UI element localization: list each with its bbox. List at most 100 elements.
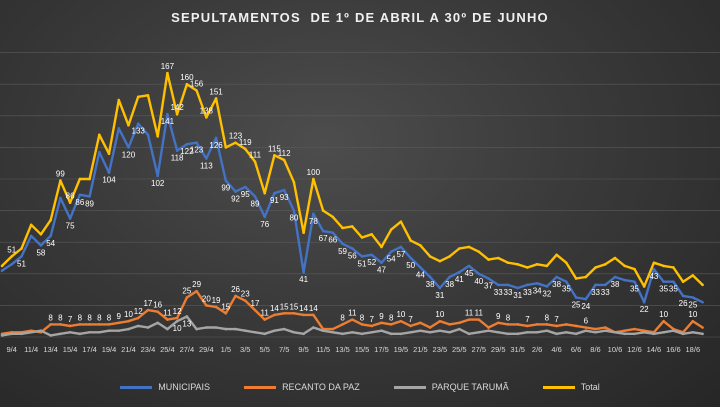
data-label: 50 — [406, 261, 415, 270]
data-point — [263, 318, 267, 321]
x-tick-label: 9/5 — [298, 345, 308, 354]
data-label: 8 — [389, 313, 394, 322]
data-point — [127, 123, 130, 127]
data-point — [205, 157, 208, 160]
data-point — [78, 332, 82, 336]
data-point — [282, 158, 286, 162]
data-label: 33 — [494, 288, 503, 297]
data-point — [234, 190, 237, 193]
data-label: 45 — [465, 269, 474, 278]
data-point — [146, 133, 150, 137]
data-point — [613, 330, 617, 334]
data-point — [370, 253, 374, 257]
data-label: 7 — [525, 315, 530, 324]
data-label: 9 — [117, 312, 122, 321]
data-point — [603, 329, 607, 332]
data-point — [205, 326, 208, 329]
data-point — [136, 324, 140, 328]
data-label: 10 — [688, 310, 697, 319]
data-point — [419, 329, 422, 332]
x-tick-label: 9/4 — [7, 345, 17, 354]
data-label: 17 — [143, 299, 152, 308]
data-label: 112 — [278, 149, 291, 158]
data-point — [136, 122, 140, 125]
x-tick-label: 13/4 — [43, 345, 58, 354]
data-label: 11 — [163, 309, 172, 318]
data-point — [331, 330, 335, 334]
data-point — [594, 266, 597, 269]
data-point — [652, 267, 656, 271]
data-point — [166, 71, 169, 75]
data-point — [389, 228, 393, 231]
data-point — [49, 234, 52, 238]
x-tick-label: 5/5 — [259, 345, 269, 354]
data-point — [555, 324, 558, 328]
data-point — [59, 332, 62, 336]
data-label: 66 — [328, 236, 337, 245]
data-point — [555, 275, 558, 279]
data-label: 167 — [161, 62, 175, 71]
data-point — [49, 323, 52, 326]
data-label: 25 — [688, 301, 697, 310]
data-label: 26 — [679, 299, 688, 308]
data-point — [526, 283, 529, 287]
data-point — [68, 330, 72, 334]
data-point — [399, 332, 403, 336]
data-point — [496, 256, 500, 260]
data-label: 38 — [445, 280, 454, 289]
data-point — [156, 174, 159, 178]
data-point — [458, 247, 461, 250]
data-point — [78, 323, 82, 326]
data-label: 40 — [474, 277, 483, 286]
data-label: 35 — [669, 285, 678, 294]
data-point — [623, 329, 627, 332]
data-point — [29, 330, 33, 334]
data-label: 111 — [249, 151, 262, 160]
x-tick-label: 1/5 — [221, 345, 231, 354]
data-point — [185, 142, 189, 146]
legend-item-recanto-da-paz: RECANTO DA PAZ — [244, 382, 360, 392]
data-point — [107, 152, 111, 156]
data-point — [370, 233, 374, 236]
data-point — [467, 318, 471, 321]
data-point — [59, 196, 62, 200]
data-label: 100 — [307, 168, 321, 177]
data-point — [633, 332, 636, 336]
data-point — [438, 259, 442, 263]
x-tick-label: 15/4 — [63, 345, 78, 354]
data-label: 10 — [396, 310, 405, 319]
data-point — [477, 318, 481, 321]
data-point — [292, 312, 296, 315]
x-tick-label: 2/6 — [532, 345, 542, 354]
data-point — [302, 231, 305, 235]
data-point — [10, 263, 14, 266]
data-point — [156, 321, 159, 325]
data-point — [292, 180, 296, 184]
x-tick-label: 10/6 — [608, 345, 623, 354]
data-point — [642, 285, 646, 288]
data-point — [166, 112, 169, 116]
data-point — [681, 332, 685, 336]
x-tick-label: 27/4 — [180, 345, 195, 354]
data-point — [195, 289, 198, 293]
data-label: 14 — [299, 304, 308, 313]
data-label: 54 — [387, 255, 396, 264]
data-label: 43 — [649, 272, 658, 281]
data-point — [350, 225, 354, 228]
data-label: 133 — [132, 127, 146, 136]
data-point — [428, 275, 432, 279]
data-point — [107, 171, 111, 174]
x-tick-label: 3/5 — [240, 345, 250, 354]
data-point — [574, 296, 578, 299]
data-point — [516, 332, 519, 336]
data-point — [312, 212, 315, 216]
data-point — [584, 275, 588, 279]
data-label: 13 — [182, 319, 191, 328]
data-point — [623, 332, 627, 336]
data-point — [214, 305, 218, 309]
data-point — [321, 209, 325, 212]
data-label: 91 — [270, 196, 279, 205]
data-point — [477, 330, 481, 334]
data-point — [633, 327, 636, 331]
data-point — [409, 239, 412, 242]
